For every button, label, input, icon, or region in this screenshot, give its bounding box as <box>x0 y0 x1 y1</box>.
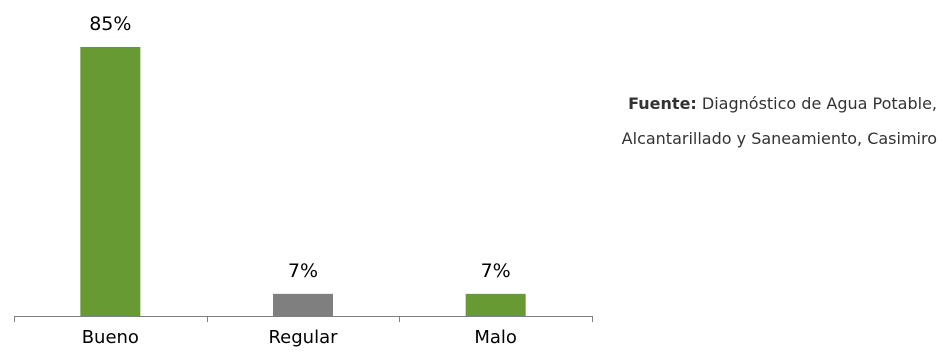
source-label: Fuente: <box>628 94 697 113</box>
data-labels: 85% 7% 7% <box>89 13 511 282</box>
data-label-malo: 7% <box>481 260 511 282</box>
source-line-2: Alcantarillado y Saneamiento, Casimiro <box>621 129 937 148</box>
source-text: Fuente: Diagnóstico de Agua Potable, Alc… <box>578 86 937 156</box>
bar-bueno <box>80 47 141 316</box>
source-line-1: Fuente: Diagnóstico de Agua Potable, <box>578 86 937 121</box>
tick-label-bueno: Bueno <box>82 327 139 348</box>
tick-label-malo: Malo <box>474 327 517 348</box>
data-label-bueno: 85% <box>89 13 131 35</box>
bars <box>80 47 526 316</box>
x-axis-tick-labels: Bueno Regular Malo <box>82 327 517 348</box>
data-label-regular: 7% <box>288 260 318 282</box>
bar-regular <box>273 293 333 316</box>
source-note: Fuente: Diagnóstico de Agua Potable, Alc… <box>578 86 941 166</box>
tick-label-regular: Regular <box>268 327 338 348</box>
bar-malo <box>465 293 526 316</box>
source-line-1-text: Diagnóstico de Agua Potable, <box>696 94 937 113</box>
x-axis-ticks <box>14 316 593 322</box>
